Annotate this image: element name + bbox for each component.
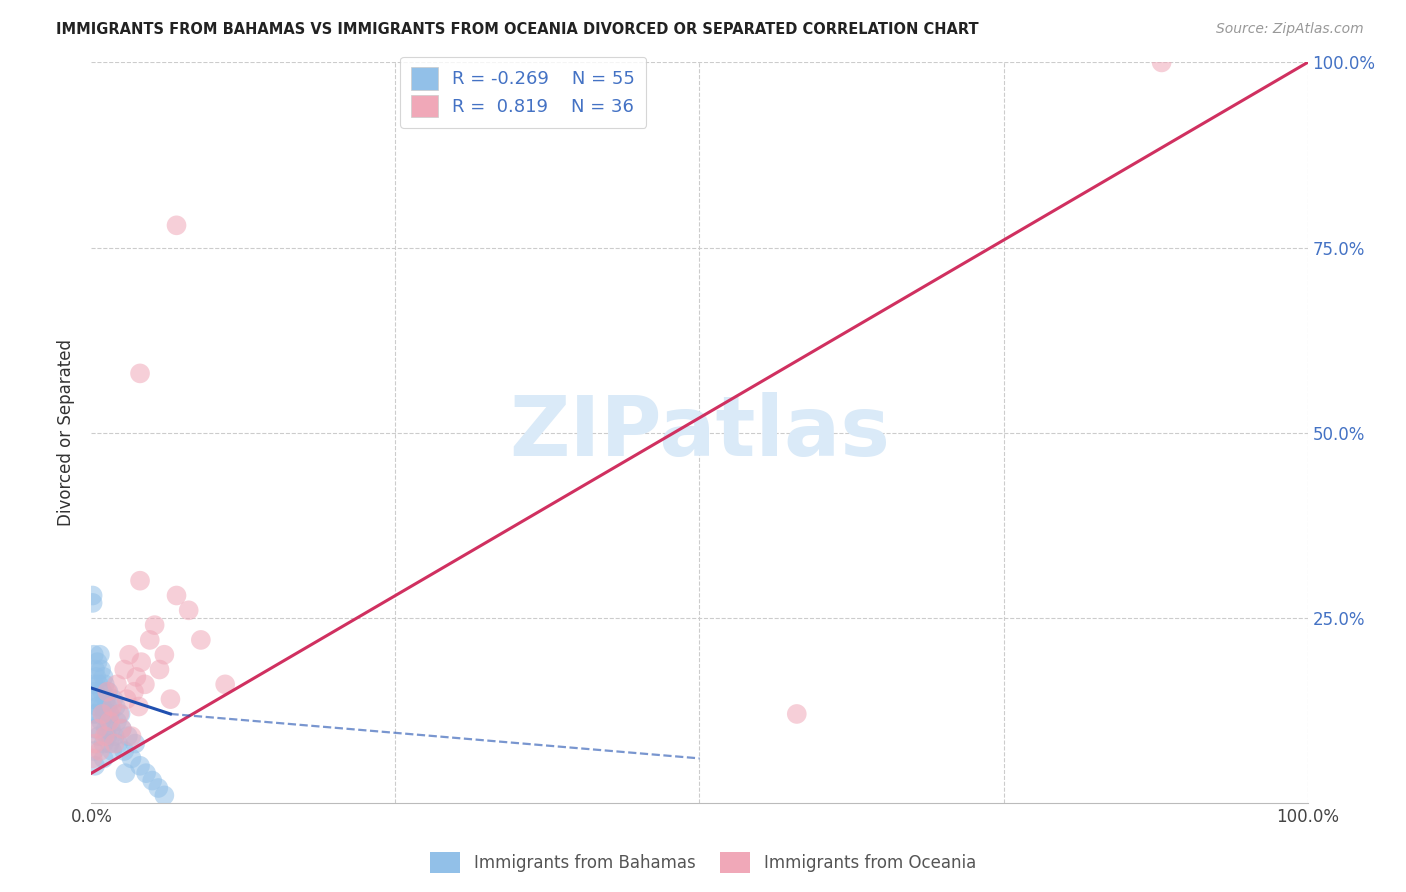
Point	[177, 603, 200, 617]
Point	[104, 699, 127, 714]
Point	[96, 699, 118, 714]
Point	[118, 648, 141, 662]
Point	[107, 737, 129, 751]
Point	[82, 751, 104, 765]
Point	[114, 766, 136, 780]
Point	[101, 744, 124, 758]
Point	[103, 729, 125, 743]
Point	[96, 685, 118, 699]
Point	[141, 773, 163, 788]
Point	[94, 677, 117, 691]
Point	[83, 706, 105, 721]
Point	[96, 729, 118, 743]
Point	[129, 367, 152, 381]
Text: IMMIGRANTS FROM BAHAMAS VS IMMIGRANTS FROM OCEANIA DIVORCED OR SEPARATED CORRELA: IMMIGRANTS FROM BAHAMAS VS IMMIGRANTS FR…	[56, 22, 979, 37]
Point	[89, 692, 111, 706]
Legend: Immigrants from Bahamas, Immigrants from Oceania: Immigrants from Bahamas, Immigrants from…	[423, 846, 983, 880]
Point	[111, 722, 134, 736]
Point	[83, 648, 105, 662]
Point	[91, 706, 114, 721]
Point	[89, 744, 111, 758]
Point	[84, 737, 107, 751]
Point	[103, 737, 125, 751]
Point	[112, 663, 135, 677]
Point	[214, 677, 236, 691]
Point	[153, 648, 176, 662]
Point	[84, 758, 107, 772]
Point	[97, 685, 120, 699]
Text: ZIPatlas: ZIPatlas	[509, 392, 890, 473]
Point	[86, 699, 108, 714]
Point	[94, 706, 117, 721]
Point	[87, 677, 110, 691]
Point	[115, 692, 138, 706]
Point	[1150, 55, 1173, 70]
Point	[105, 714, 128, 729]
Point	[86, 655, 108, 669]
Point	[82, 596, 104, 610]
Point	[83, 692, 105, 706]
Point	[166, 589, 188, 603]
Point	[124, 737, 146, 751]
Point	[112, 744, 135, 758]
Point	[110, 706, 132, 721]
Point	[84, 706, 107, 721]
Point	[91, 685, 114, 699]
Point	[159, 692, 181, 706]
Point	[94, 722, 117, 736]
Point	[86, 722, 108, 736]
Point	[94, 692, 117, 706]
Point	[129, 655, 152, 669]
Point	[786, 706, 808, 721]
Point	[90, 663, 112, 677]
Point	[93, 670, 115, 684]
Y-axis label: Divorced or Separated: Divorced or Separated	[58, 339, 76, 526]
Point	[139, 632, 162, 647]
Point	[108, 706, 131, 721]
Point	[91, 699, 114, 714]
Point	[84, 722, 107, 736]
Point	[129, 574, 152, 588]
Point	[98, 714, 121, 729]
Text: Source: ZipAtlas.com: Source: ZipAtlas.com	[1216, 22, 1364, 37]
Point	[100, 722, 122, 736]
Point	[93, 737, 115, 751]
Point	[103, 692, 125, 706]
Legend: R = -0.269    N = 55, R =  0.819    N = 36: R = -0.269 N = 55, R = 0.819 N = 36	[401, 57, 647, 128]
Point	[125, 670, 148, 684]
Point	[134, 677, 156, 691]
Point	[121, 751, 143, 765]
Point	[129, 758, 152, 772]
Point	[117, 729, 139, 743]
Point	[111, 722, 134, 736]
Point	[101, 699, 124, 714]
Point	[83, 677, 105, 691]
Point	[121, 729, 143, 743]
Point	[94, 729, 117, 743]
Point	[93, 751, 115, 765]
Point	[166, 219, 188, 233]
Point	[128, 699, 150, 714]
Point	[87, 729, 110, 743]
Point	[122, 685, 145, 699]
Point	[82, 589, 104, 603]
Point	[84, 670, 107, 684]
Point	[143, 618, 166, 632]
Point	[148, 780, 170, 795]
Point	[84, 663, 107, 677]
Point	[83, 744, 105, 758]
Point	[89, 648, 111, 662]
Point	[105, 677, 128, 691]
Point	[98, 737, 121, 751]
Point	[98, 706, 121, 721]
Point	[90, 714, 112, 729]
Point	[97, 714, 120, 729]
Point	[190, 632, 212, 647]
Point	[153, 789, 176, 803]
Point	[135, 766, 157, 780]
Point	[84, 685, 107, 699]
Point	[148, 663, 170, 677]
